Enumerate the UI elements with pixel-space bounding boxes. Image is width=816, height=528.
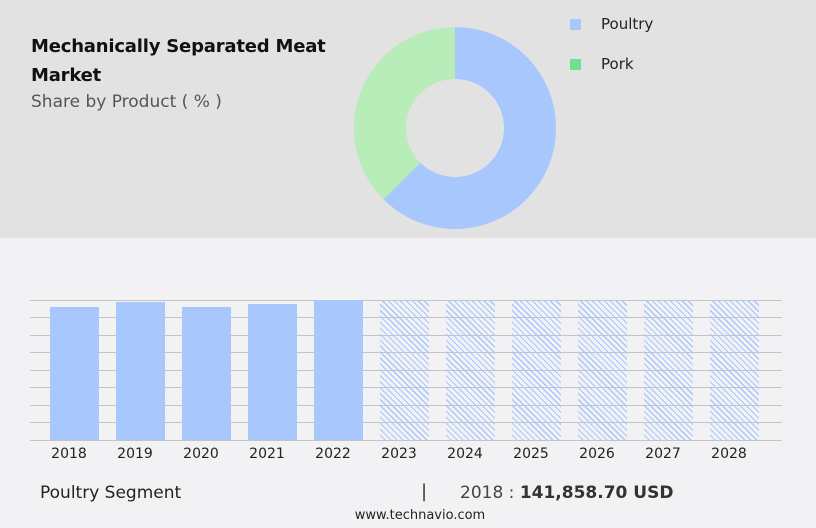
bar-2020[interactable] [182, 307, 231, 440]
bar-2028-forecast[interactable] [710, 300, 759, 440]
footer-separator: | [421, 481, 428, 502]
x-tick-label: 2021 [249, 446, 285, 462]
bar-2023-forecast[interactable] [380, 300, 429, 440]
legend-item-pork[interactable]: Pork [570, 54, 653, 74]
bar-2027-forecast[interactable] [644, 300, 693, 440]
x-tick-label: 2019 [117, 446, 153, 462]
x-tick-label: 2020 [183, 446, 219, 462]
page-title: Mechanically Separated Meat Market [31, 36, 326, 86]
chart-subtitle: Share by Product ( % ) [31, 92, 222, 112]
source-link[interactable]: www.technavio.com [354, 508, 486, 523]
x-tick-label: 2027 [645, 446, 681, 462]
donut-slice-pork[interactable] [353, 26, 455, 200]
bar-2022[interactable] [314, 300, 363, 440]
value-year: 2018 : [460, 483, 515, 503]
bar-2025-forecast[interactable] [512, 300, 561, 440]
segment-label: Poultry Segment [40, 483, 182, 503]
bar-2021[interactable] [248, 304, 297, 440]
x-tick-label: 2025 [513, 446, 549, 462]
legend: Poultry Pork [570, 14, 653, 94]
baseline [30, 440, 782, 441]
donut-slice-poultry[interactable] [383, 27, 556, 230]
legend-label: Pork [601, 55, 634, 73]
x-tick-label: 2022 [315, 446, 351, 462]
bar-2024-forecast[interactable] [446, 300, 495, 440]
x-tick-label: 2024 [447, 446, 483, 462]
x-tick-label: 2028 [711, 446, 747, 462]
segment-value: 2018 : 141,858.70 USD [460, 483, 673, 503]
bar-2018[interactable] [50, 307, 99, 440]
x-tick-label: 2018 [51, 446, 87, 462]
legend-item-poultry[interactable]: Poultry [570, 14, 653, 34]
x-tick-label: 2023 [381, 446, 417, 462]
legend-label: Poultry [601, 15, 654, 33]
top-panel: Mechanically Separated Meat Market Share… [0, 0, 816, 238]
x-tick-label: 2026 [579, 446, 615, 462]
bar-2026-forecast[interactable] [578, 300, 627, 440]
legend-swatch-icon [570, 58, 581, 70]
bar-2019[interactable] [116, 302, 165, 440]
legend-swatch-icon [570, 18, 581, 30]
value-amount: 141,858.70 USD [519, 483, 674, 503]
donut-chart [353, 26, 556, 230]
bar-chart: 2018 2019 2020 2021 2022 2023 2024 2025 … [30, 290, 782, 470]
